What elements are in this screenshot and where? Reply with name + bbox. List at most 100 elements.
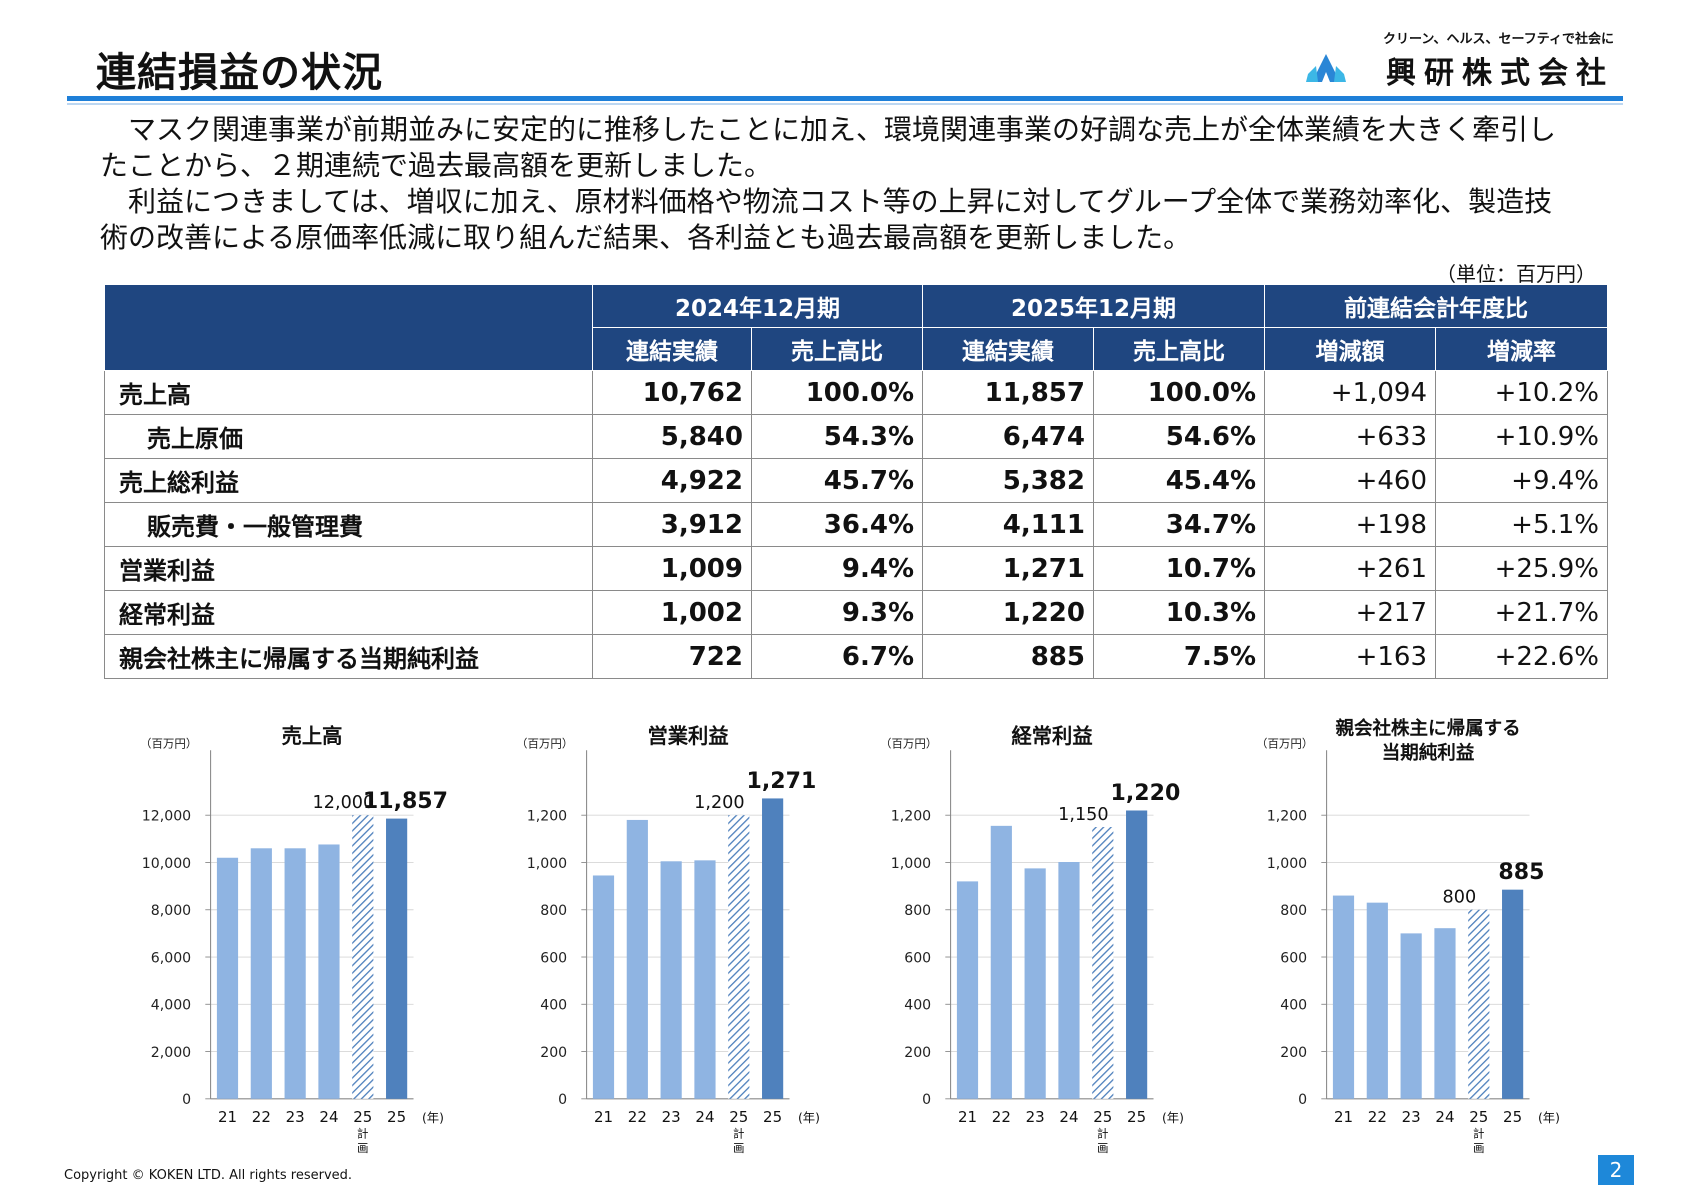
y-tick-label: 800	[540, 903, 567, 919]
x-tick-label: 24	[1435, 1108, 1454, 1126]
table-row: 親会社株主に帰属する当期純利益 722 6.7% 885 7.5% +163 +22.6%	[104, 634, 1608, 679]
table-cell: 9.4%	[751, 546, 923, 591]
plan-note: 計	[357, 1127, 368, 1141]
logo-mark-icon	[1306, 54, 1346, 82]
table-cell: 3,912	[592, 502, 752, 547]
x-tick-label: 22	[1368, 1108, 1387, 1126]
x-unit-label: (年)	[798, 1111, 820, 1125]
table-cell: 100.0%	[1093, 370, 1265, 415]
chart-ordinary-income: 経常利益 （百万円） 0 200 400 600 800 1,000 1,200 21 22 23 24…	[880, 724, 1184, 1155]
group-header-2025: 2025年12月期	[922, 284, 1265, 328]
bar-actual	[660, 861, 682, 1099]
bar-actual	[956, 881, 979, 1099]
x-tick-label: 25	[353, 1108, 372, 1126]
table-corner	[104, 284, 593, 371]
y-tick-label: 1,000	[1267, 856, 1307, 872]
bar-plan	[352, 815, 374, 1099]
y-tick-label: 0	[558, 1092, 567, 1108]
chart-net-income: 親会社株主に帰属する当期純利益 （百万円） 0 200 400 600 800 1,000 1,…	[1256, 717, 1560, 1155]
y-tick-label: 2,000	[151, 1045, 191, 1061]
bar-actual	[318, 844, 340, 1099]
table-row: 売上総利益 4,922 45.7% 5,382 45.4% +460 +9.4%	[104, 458, 1608, 503]
table-cell: 1,009	[592, 546, 752, 591]
income-table: 2024年12月期 2025年12月期 前連結会計年度比 連結実績 売上高比 連…	[104, 284, 1608, 679]
x-tick-label: 21	[218, 1108, 237, 1126]
table-cell: 1,271	[922, 546, 1094, 591]
title-rule-light	[67, 103, 1623, 105]
x-tick-label: 25	[763, 1108, 782, 1126]
y-tick-label: 400	[540, 998, 567, 1014]
table-row: 売上高 10,762 100.0% 11,857 100.0% +1,094 +10.2%	[104, 370, 1608, 415]
data-label: 1,271	[747, 769, 817, 794]
y-tick-label: 400	[904, 998, 931, 1014]
y-tick-label: 800	[904, 903, 931, 919]
logo-name: 興研株式会社	[1386, 56, 1614, 91]
subheader: 連結実績	[592, 327, 752, 371]
bar-current	[1126, 810, 1148, 1099]
data-label: 885	[1498, 860, 1544, 885]
row-label: 売上原価	[104, 414, 593, 459]
table-cell: 4,922	[592, 458, 752, 503]
y-tick-label: 0	[922, 1092, 931, 1108]
bar-plan	[1092, 827, 1114, 1099]
table-cell: 722	[592, 634, 752, 679]
table-cell: 54.3%	[751, 414, 923, 459]
y-tick-label: 4,000	[151, 998, 191, 1014]
row-label: 販売費・一般管理費	[104, 502, 593, 547]
x-tick-label: 25	[387, 1108, 406, 1126]
table-cell: 6.7%	[751, 634, 923, 679]
table-cell: +1,094	[1264, 370, 1436, 415]
title-rule	[67, 96, 1623, 101]
y-tick-label: 6,000	[151, 950, 191, 966]
copyright: Copyright © KOKEN LTD. All rights reserv…	[64, 1168, 353, 1183]
y-tick-label: 200	[904, 1045, 931, 1061]
y-tick-label: 600	[904, 950, 931, 966]
row-label: 経常利益	[104, 590, 593, 635]
y-tick-label: 200	[540, 1045, 567, 1061]
x-tick-label: 21	[1334, 1108, 1353, 1126]
y-tick-label: 0	[182, 1092, 191, 1108]
bar-current	[1502, 889, 1524, 1099]
table-cell: 5,382	[922, 458, 1094, 503]
bar-actual	[1366, 902, 1388, 1099]
y-tick-label: 12,000	[142, 809, 191, 825]
table-cell: +10.2%	[1435, 370, 1608, 415]
table-cell: 1,220	[922, 590, 1094, 635]
chart-unit-label: （百万円）	[880, 737, 937, 751]
subheader: 増減率	[1435, 327, 1608, 371]
table-row: 経常利益 1,002 9.3% 1,220 10.3% +217 +21.7%	[104, 590, 1608, 635]
x-tick-label: 25	[729, 1108, 748, 1126]
table-cell: 45.4%	[1093, 458, 1265, 503]
chart-title: 経常利益	[1011, 724, 1092, 748]
table-cell: 54.6%	[1093, 414, 1265, 459]
group-header-yoy: 前連結会計年度比	[1264, 284, 1608, 328]
data-label: 1,200	[694, 793, 744, 813]
x-tick-label: 24	[1059, 1108, 1078, 1126]
table-cell: 9.3%	[751, 590, 923, 635]
table-cell: +217	[1264, 590, 1436, 635]
x-tick-label: 24	[319, 1108, 338, 1126]
bar-actual	[216, 857, 239, 1099]
table-cell: +22.6%	[1435, 634, 1608, 679]
plan-note: 画	[733, 1141, 744, 1155]
table-cell: 100.0%	[751, 370, 923, 415]
table-cell: +261	[1264, 546, 1436, 591]
y-tick-label: 8,000	[151, 903, 191, 919]
page-number: 2	[1598, 1155, 1634, 1185]
x-tick-label: 23	[286, 1108, 305, 1126]
table-row: 営業利益 1,009 9.4% 1,271 10.7% +261 +25.9%	[104, 546, 1608, 591]
subheader: 連結実績	[922, 327, 1094, 371]
table-cell: +633	[1264, 414, 1436, 459]
x-tick-label: 24	[695, 1108, 714, 1126]
table-row: 売上原価 5,840 54.3% 6,474 54.6% +633 +10.9%	[104, 414, 1608, 459]
table-cell: 36.4%	[751, 502, 923, 547]
chart-unit-label: （百万円）	[1256, 737, 1313, 751]
y-tick-label: 1,200	[527, 809, 567, 825]
data-label: 1,220	[1111, 781, 1181, 806]
y-tick-label: 400	[1280, 998, 1307, 1014]
row-label: 営業利益	[104, 546, 593, 591]
bar-actual	[592, 875, 615, 1099]
plan-note: 画	[1473, 1141, 1484, 1155]
company-logo: クリーン、ヘルス、セーフティで社会に 興研株式会社	[1294, 28, 1614, 91]
table-row: 販売費・一般管理費 3,912 36.4% 4,111 34.7% +198 +5.1%	[104, 502, 1608, 547]
